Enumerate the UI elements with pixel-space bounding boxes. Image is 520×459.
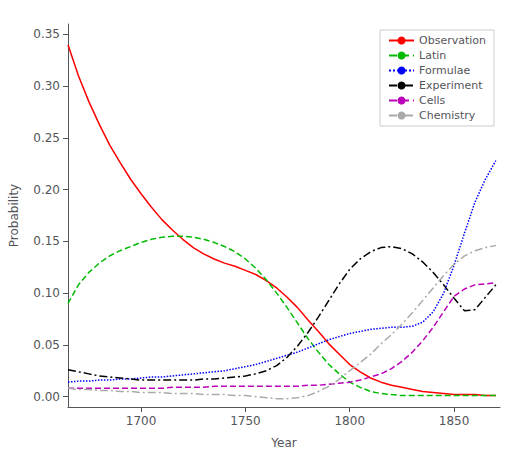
svg-text:Observation: Observation — [419, 34, 486, 47]
svg-text:1750: 1750 — [230, 414, 261, 428]
svg-text:0.10: 0.10 — [33, 286, 60, 300]
svg-text:Year: Year — [270, 436, 296, 450]
svg-text:1800: 1800 — [334, 414, 365, 428]
svg-text:0.25: 0.25 — [33, 131, 60, 145]
svg-text:1850: 1850 — [439, 414, 470, 428]
svg-text:0.20: 0.20 — [33, 183, 60, 197]
svg-text:Chemistry: Chemistry — [419, 109, 476, 122]
svg-text:Probability: Probability — [7, 184, 21, 247]
svg-text:0.00: 0.00 — [33, 390, 60, 404]
svg-text:1700: 1700 — [126, 414, 157, 428]
svg-text:Formulae: Formulae — [419, 64, 470, 77]
svg-text:Latin: Latin — [419, 49, 446, 62]
svg-text:0.15: 0.15 — [33, 234, 60, 248]
svg-text:0.35: 0.35 — [33, 27, 60, 41]
svg-text:0.30: 0.30 — [33, 79, 60, 93]
svg-text:Cells: Cells — [419, 94, 446, 107]
svg-text:0.05: 0.05 — [33, 338, 60, 352]
svg-text:Experiment: Experiment — [419, 79, 483, 92]
